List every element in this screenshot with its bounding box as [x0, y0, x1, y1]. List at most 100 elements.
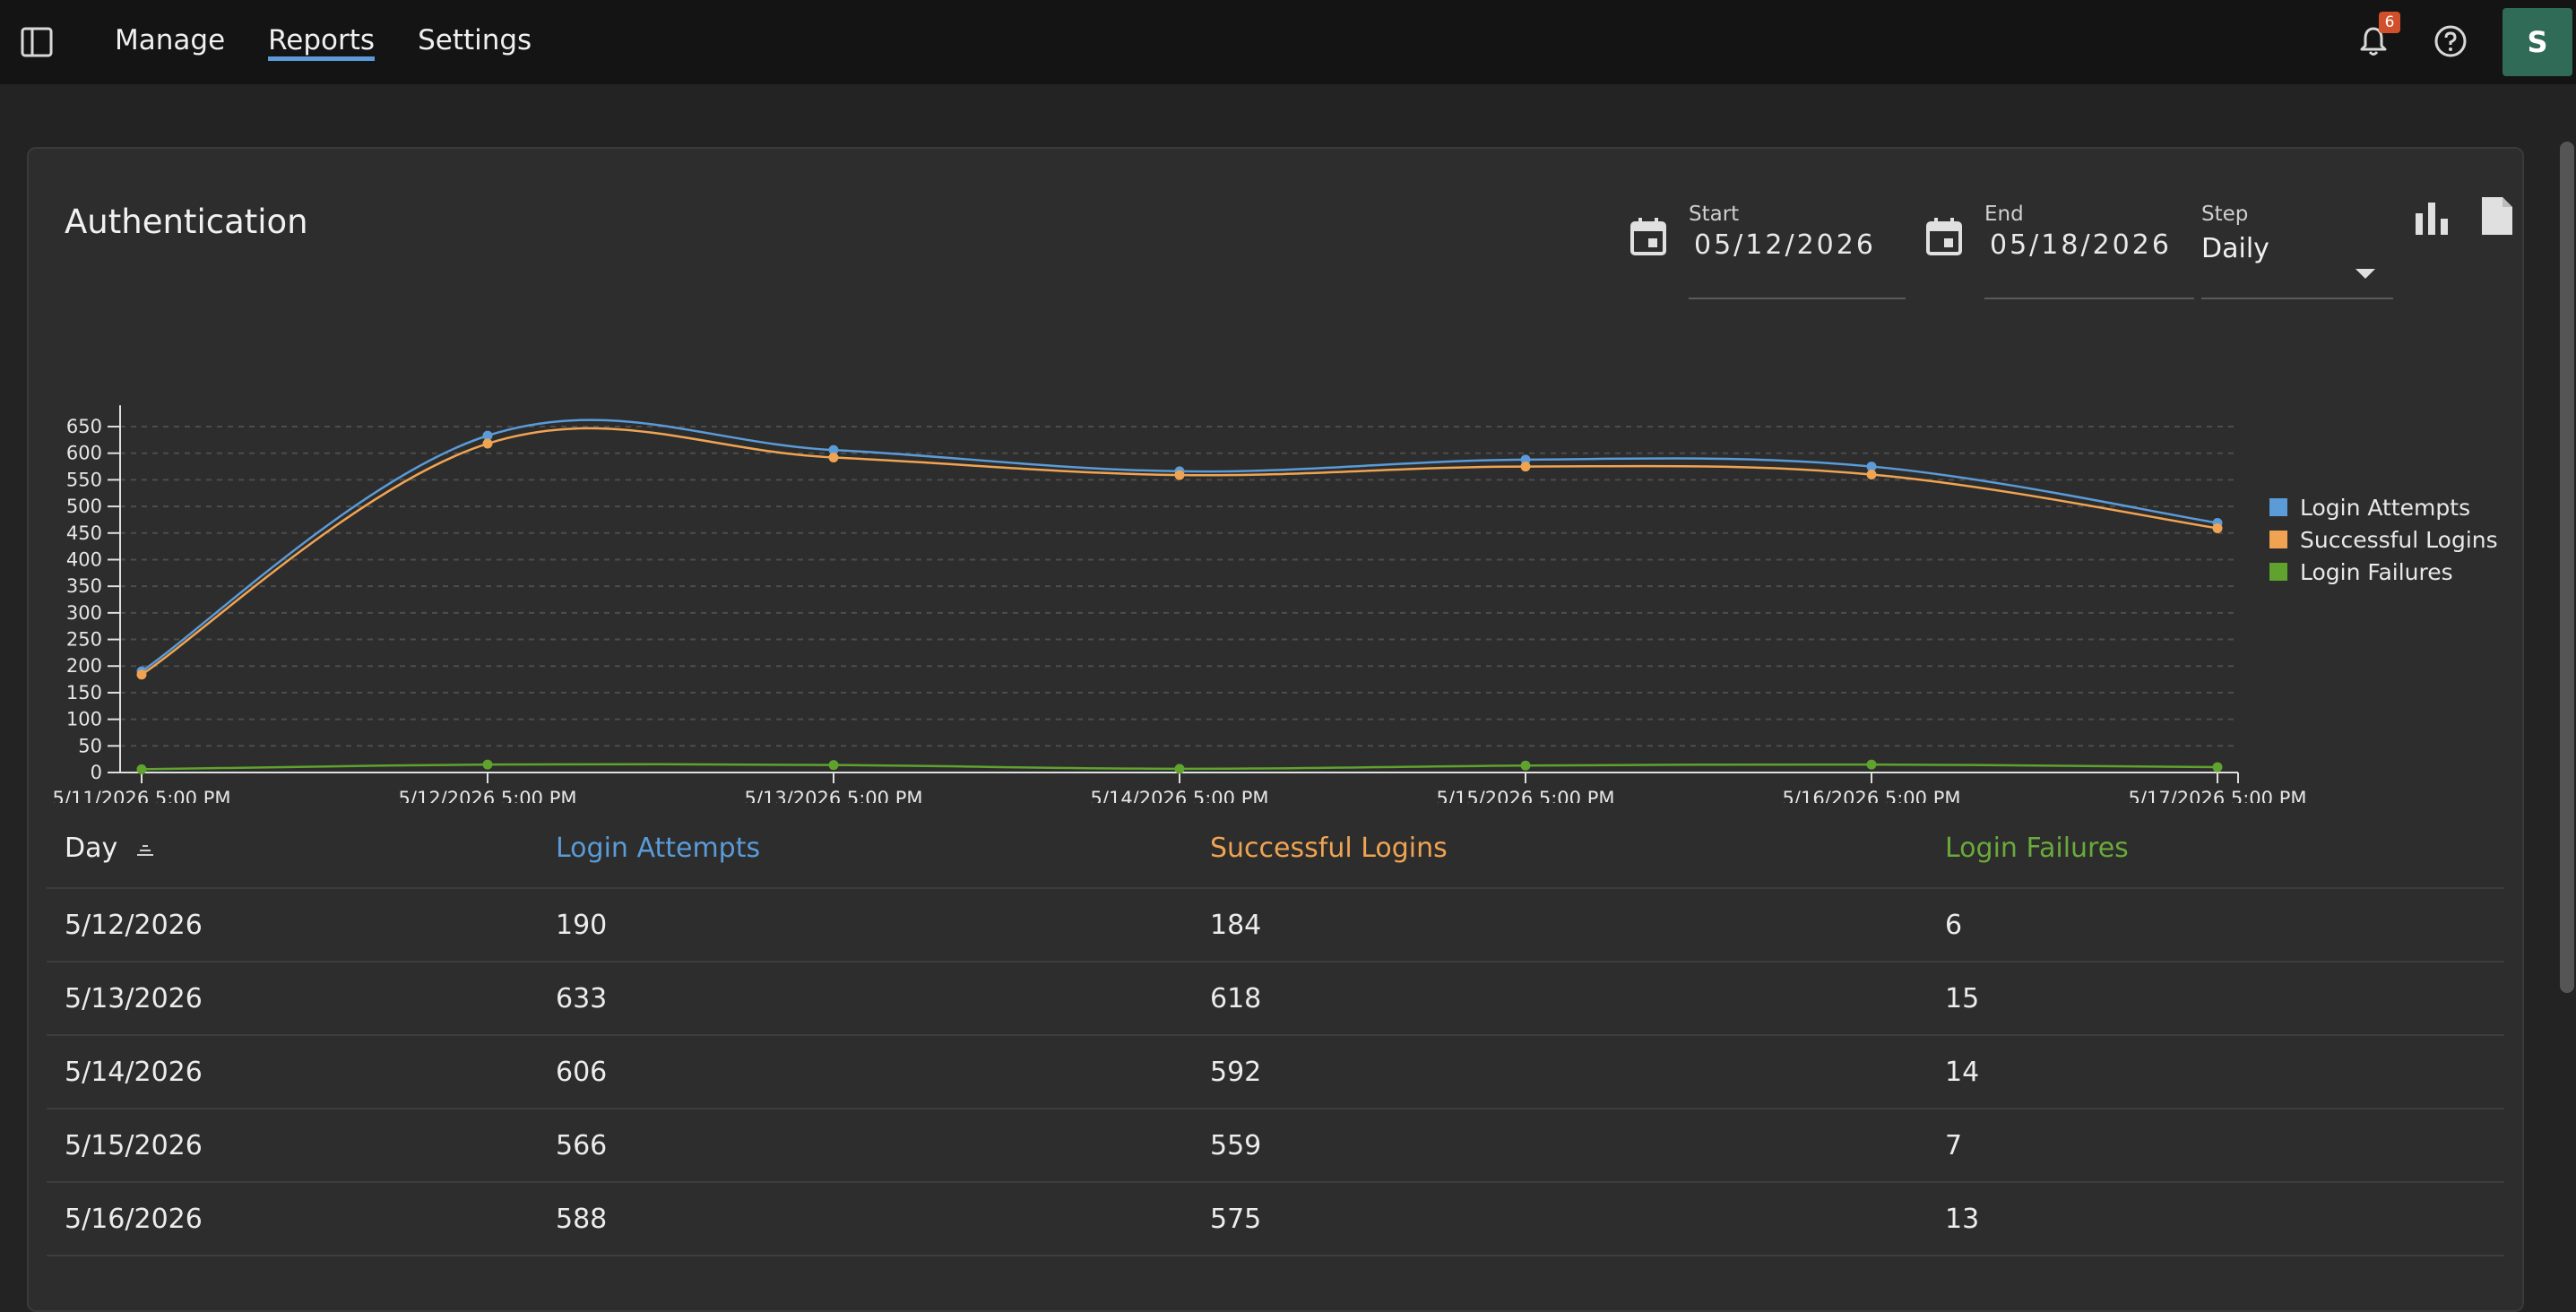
y-tick-label: 150 — [66, 682, 102, 703]
x-tick-label: 5/12/2026 5:00 PM — [399, 788, 577, 803]
data-point — [1866, 469, 1877, 479]
y-tick-label: 450 — [66, 522, 102, 544]
start-date-underline — [1689, 298, 1906, 299]
x-tick-label: 5/17/2026 5:00 PM — [2129, 788, 2307, 803]
legend-item-attempts[interactable]: Login Attempts — [2269, 491, 2498, 523]
chevron-down-icon[interactable] — [2356, 269, 2375, 279]
legend-swatch — [2269, 563, 2287, 581]
table-cell-failures: 7 — [1945, 1130, 1963, 1161]
nav-settings[interactable]: Settings — [418, 24, 532, 56]
data-point — [1174, 470, 1185, 480]
table-cell-attempts: 566 — [556, 1130, 608, 1161]
export-file-icon[interactable] — [2479, 195, 2515, 237]
y-tick-label: 50 — [78, 735, 102, 756]
data-point — [1174, 764, 1185, 774]
step-label: Step — [2201, 203, 2249, 226]
nav-manage[interactable]: Manage — [115, 24, 226, 56]
table-cell-success: 559 — [1210, 1130, 1262, 1161]
data-point — [136, 669, 147, 680]
y-tick-label: 300 — [66, 602, 102, 624]
column-header-successful-logins[interactable]: Successful Logins — [1210, 833, 1448, 864]
y-tick-label: 200 — [66, 655, 102, 677]
sort-icon[interactable] — [135, 842, 155, 857]
data-point — [482, 430, 493, 441]
data-point — [1520, 760, 1531, 771]
data-point — [1866, 462, 1877, 472]
legend-label: Login Failures — [2300, 558, 2453, 585]
table-cell-success: 184 — [1210, 910, 1262, 941]
data-point — [828, 445, 839, 455]
authentication-report-card: Authentication Start 05/12/2026 End 05/1… — [27, 147, 2524, 1312]
table-cell-day: 5/12/2026 — [65, 910, 203, 941]
top-bar: Manage Reports Settings 6 S — [0, 0, 2576, 84]
table-cell-attempts: 588 — [556, 1204, 608, 1235]
table-row[interactable]: 5/12/2026 190 184 6 — [47, 889, 2504, 962]
data-point — [1520, 462, 1531, 472]
x-tick-label: 5/13/2026 5:00 PM — [745, 788, 923, 803]
calendar-icon[interactable] — [1925, 217, 1963, 256]
table-cell-day: 5/16/2026 — [65, 1204, 203, 1235]
page-scrollbar[interactable] — [2560, 142, 2574, 993]
calendar-icon[interactable] — [1629, 217, 1667, 256]
x-tick-label: 5/11/2026 5:00 PM — [53, 788, 231, 803]
table-cell-failures: 14 — [1945, 1057, 1980, 1088]
legend-swatch — [2269, 531, 2287, 548]
sidebar-toggle-icon[interactable] — [20, 25, 54, 59]
table-row[interactable]: 5/15/2026 566 559 7 — [47, 1109, 2504, 1183]
y-tick-label: 400 — [66, 548, 102, 570]
table-cell-day: 5/14/2026 — [65, 1057, 203, 1088]
column-header-day[interactable]: Day — [65, 808, 155, 889]
authentication-line-chart: 0 50 100 150 200 250 300 350 400 450 500 550 600 650 5… — [53, 405, 2307, 803]
y-tick-label: 0 — [91, 762, 102, 783]
table-row[interactable]: 5/16/2026 588 575 13 — [47, 1183, 2504, 1256]
start-date-field[interactable]: Start 05/12/2026 — [1629, 194, 1934, 299]
table-row[interactable]: 5/13/2026 633 618 15 — [47, 962, 2504, 1036]
column-header-login-failures[interactable]: Login Failures — [1945, 833, 2129, 864]
data-point — [1520, 454, 1531, 465]
data-point — [2212, 762, 2223, 773]
legend-label: Successful Logins — [2300, 526, 2498, 553]
table-header: Day Login Attempts Successful Logins Log… — [47, 808, 2504, 889]
y-tick-label: 650 — [66, 416, 102, 437]
start-date-value[interactable]: 05/12/2026 — [1694, 229, 1876, 261]
end-date-label: End — [1984, 203, 2024, 226]
series-line-successful-logins — [141, 427, 2218, 676]
data-point — [482, 438, 493, 449]
nav-reports[interactable]: Reports — [268, 24, 376, 61]
x-tick-label: 5/14/2026 5:00 PM — [1091, 788, 1269, 803]
x-tick-label: 5/16/2026 5:00 PM — [1783, 788, 1961, 803]
y-tick-label: 100 — [66, 709, 102, 730]
data-point — [136, 764, 147, 774]
table-row[interactable]: 5/14/2026 606 592 14 — [47, 1036, 2504, 1109]
table-cell-success: 592 — [1210, 1057, 1262, 1088]
column-header-login-attempts[interactable]: Login Attempts — [556, 833, 761, 864]
step-select[interactable]: Step Daily — [2201, 194, 2393, 299]
main-nav: Manage Reports Settings — [115, 0, 532, 84]
legend-label: Login Attempts — [2300, 494, 2471, 521]
table-body: 5/12/2026 190 184 6 5/13/2026 633 618 15 5/14/20… — [47, 889, 2504, 1256]
card-title: Authentication — [65, 203, 308, 241]
table-cell-day: 5/15/2026 — [65, 1130, 203, 1161]
end-date-underline — [1984, 298, 2194, 299]
report-table: Day Login Attempts Successful Logins Log… — [47, 808, 2504, 1256]
y-tick-label: 500 — [66, 496, 102, 517]
step-value[interactable]: Daily — [2201, 233, 2269, 264]
end-date-value[interactable]: 05/18/2026 — [1990, 229, 2172, 261]
user-avatar[interactable]: S — [2503, 8, 2572, 76]
legend-item-failures[interactable]: Login Failures — [2269, 556, 2498, 588]
data-point — [2212, 522, 2223, 533]
step-underline — [2201, 298, 2393, 299]
table-cell-failures: 13 — [1945, 1204, 1980, 1235]
help-icon[interactable] — [2433, 23, 2468, 59]
y-tick-label: 250 — [66, 629, 102, 651]
end-date-field[interactable]: End 05/18/2026 — [1925, 194, 2194, 299]
data-point — [828, 760, 839, 771]
scrollbar-thumb[interactable] — [2560, 142, 2574, 993]
data-point — [828, 452, 839, 462]
legend-item-successful[interactable]: Successful Logins — [2269, 523, 2498, 556]
y-tick-label: 600 — [66, 443, 102, 464]
bar-chart-icon[interactable] — [2413, 199, 2451, 237]
table-cell-attempts: 633 — [556, 983, 608, 1014]
data-point — [482, 759, 493, 770]
table-cell-attempts: 606 — [556, 1057, 608, 1088]
